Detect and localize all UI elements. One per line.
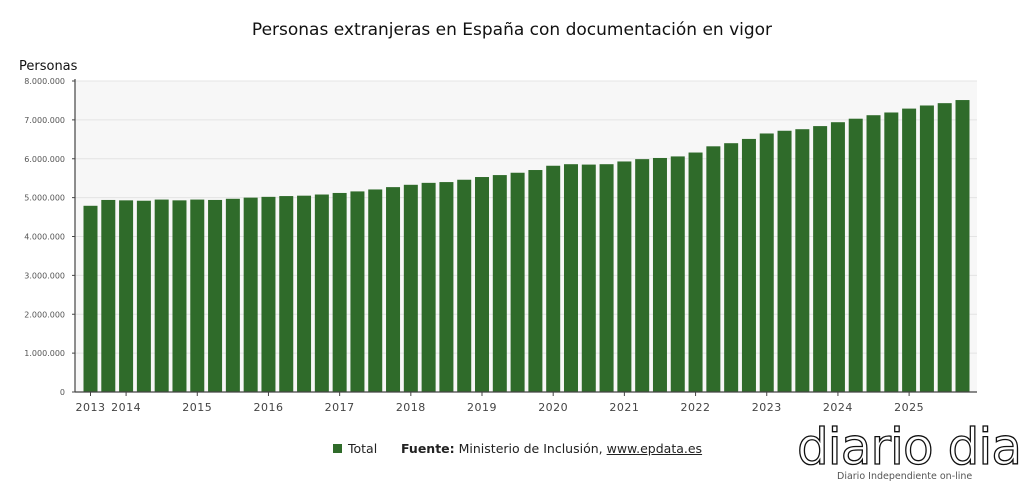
bar — [136, 200, 151, 392]
x-tick-label: 2023 — [752, 401, 782, 414]
bar — [368, 189, 383, 392]
chart-title: Personas extranjeras en España con docum… — [251, 20, 773, 40]
bar — [403, 184, 418, 392]
bar — [795, 129, 810, 392]
bar — [546, 165, 561, 392]
bar — [243, 197, 258, 392]
y-tick-label: 0 — [60, 388, 65, 397]
bar — [902, 108, 917, 392]
bar — [208, 199, 223, 392]
bar — [848, 118, 863, 393]
bar — [475, 177, 490, 392]
source-note: Fuente: Ministerio de Inclusión, www.epd… — [401, 441, 702, 456]
bar — [635, 159, 650, 392]
bar — [154, 199, 169, 392]
bar — [172, 200, 187, 392]
bar — [652, 157, 667, 392]
bar — [937, 103, 952, 392]
y-axis-title: Personas — [19, 59, 78, 74]
bar — [955, 100, 970, 392]
bar — [261, 196, 276, 392]
x-tick-label: 2017 — [325, 401, 355, 414]
x-tick-label: 2020 — [538, 401, 568, 414]
source-link[interactable]: www.epdata.es — [606, 441, 703, 456]
bar — [119, 200, 134, 392]
y-tick-label: 4.000.000 — [24, 233, 65, 242]
x-tick-label: 2018 — [396, 401, 426, 414]
bar — [884, 112, 899, 393]
bar — [421, 182, 436, 392]
y-tick-label: 3.000.000 — [24, 271, 65, 280]
source-text: Ministerio de Inclusión, — [454, 441, 607, 456]
x-tick-label: 2024 — [823, 401, 853, 414]
source-prefix: Fuente: — [401, 441, 455, 456]
bar — [759, 133, 774, 392]
bar — [439, 182, 454, 392]
bar — [386, 187, 401, 392]
x-tick-label: 2021 — [609, 401, 639, 414]
bar — [101, 199, 116, 392]
bar — [297, 195, 312, 392]
bar — [688, 152, 703, 392]
x-tick-label: 2015 — [182, 401, 212, 414]
x-tick-label: 2022 — [681, 401, 711, 414]
legend-label: Total — [348, 441, 378, 456]
diario-dia-logo: diario dia Diario Independiente on-line — [796, 418, 1022, 482]
bar — [777, 130, 792, 392]
bar — [670, 156, 685, 392]
logo-tagline: Diario Independiente on-line — [837, 471, 972, 482]
y-tick-label: 8.000.000 — [24, 77, 65, 86]
bar — [830, 122, 845, 393]
bar — [866, 115, 881, 393]
x-tick-label: 2025 — [894, 401, 924, 414]
bar — [492, 175, 507, 392]
bar — [741, 138, 756, 392]
bar — [528, 170, 543, 392]
bar — [332, 192, 347, 392]
y-tick-label: 2.000.000 — [24, 310, 65, 319]
bar — [599, 164, 614, 392]
bar — [190, 199, 205, 392]
legend-swatch — [333, 444, 342, 453]
logo-wordmark: diario dia — [797, 418, 1021, 476]
bar — [83, 205, 98, 392]
bar — [225, 198, 240, 392]
bar — [350, 191, 365, 392]
bar — [279, 196, 294, 392]
bar — [617, 161, 632, 392]
bar — [724, 143, 739, 392]
bar — [919, 105, 934, 393]
y-tick-label: 6.000.000 — [24, 155, 65, 164]
bar — [314, 194, 329, 392]
x-tick-label: 2016 — [253, 401, 283, 414]
bar — [563, 164, 578, 392]
y-tick-label: 7.000.000 — [24, 116, 65, 125]
y-tick-label: 5.000.000 — [24, 194, 65, 203]
x-tick-label: 2013 — [76, 401, 106, 414]
bar — [581, 164, 596, 392]
bar-chart: Personas 0 1.000.000 2.000.000 3.000.000 4.00… — [19, 59, 977, 414]
bar — [457, 179, 472, 392]
x-tick-label: 2014 — [111, 401, 141, 414]
bar — [510, 172, 525, 392]
bar — [813, 126, 828, 392]
x-tick-label: 2019 — [467, 401, 497, 414]
legend-item-total[interactable]: Total — [333, 441, 377, 456]
y-tick-label: 1.000.000 — [24, 349, 65, 358]
bar — [706, 146, 721, 392]
